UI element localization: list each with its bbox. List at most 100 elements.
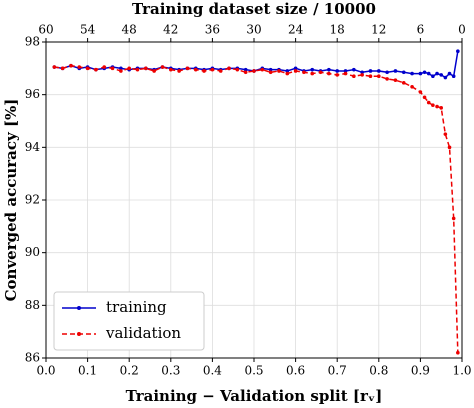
top-tick-label: 0 [458, 23, 466, 37]
x-tick-label: 0.4 [203, 364, 222, 378]
point [422, 70, 427, 75]
point [401, 70, 406, 75]
point [451, 216, 456, 221]
point [202, 69, 206, 73]
point [310, 67, 315, 72]
top-tick-label: 54 [80, 23, 96, 37]
legend-marker [77, 306, 81, 310]
y-tick-label: 92 [25, 193, 40, 207]
point [443, 132, 448, 136]
y-tick-label: 98 [25, 35, 40, 49]
point [393, 78, 398, 82]
point [447, 71, 452, 76]
point [385, 77, 389, 81]
point [368, 74, 373, 79]
point [227, 66, 231, 71]
x-tick-label: 0.6 [286, 364, 305, 378]
top-axis-label: Training dataset size / 10000 [132, 0, 376, 18]
legend-marker [77, 332, 81, 336]
point [69, 63, 73, 68]
point [135, 67, 140, 72]
point [235, 67, 240, 72]
point [327, 67, 331, 72]
point [360, 73, 364, 77]
top-tick-label: 42 [163, 23, 178, 37]
point [431, 74, 435, 79]
point [94, 67, 98, 72]
point [310, 71, 315, 76]
point [343, 71, 348, 76]
x-tick-label: 1.0 [452, 364, 471, 378]
x-tick-label: 0.1 [78, 364, 97, 378]
point [119, 69, 123, 73]
point [268, 70, 273, 75]
point [260, 67, 265, 72]
point [377, 69, 381, 73]
x-axis-label: Training − Validation split [rᵥ] [126, 387, 383, 405]
legend-label: validation [105, 324, 181, 342]
point [418, 71, 423, 76]
point [401, 81, 406, 85]
point [193, 67, 198, 72]
x-tick-label: 0.8 [369, 364, 388, 378]
legend-box [53, 291, 205, 351]
top-tick-label: 12 [371, 23, 386, 37]
point [393, 69, 398, 73]
x-tick-label: 0.5 [244, 364, 263, 378]
point [439, 73, 444, 77]
point [447, 145, 452, 150]
point [439, 106, 444, 110]
point [418, 90, 423, 94]
point [302, 70, 306, 75]
top-tick-label: 48 [122, 23, 137, 37]
point [144, 66, 148, 71]
y-tick-label: 90 [25, 245, 40, 259]
point [451, 74, 456, 79]
point [426, 71, 431, 76]
point [435, 71, 439, 76]
top-tick-label: 30 [246, 23, 261, 37]
plot-frame [45, 41, 463, 359]
y-axis-label: Converged accuracy [%] [2, 99, 20, 302]
point [160, 65, 165, 69]
point [177, 69, 181, 73]
point [335, 69, 340, 73]
y-tick-label: 96 [25, 87, 40, 101]
point [435, 104, 439, 109]
x-tick-label: 0.9 [411, 364, 430, 378]
point [410, 84, 414, 89]
top-tick-label: 6 [417, 23, 425, 37]
point [352, 67, 356, 72]
point [268, 67, 273, 72]
point [185, 66, 190, 71]
point [368, 69, 373, 73]
point [293, 66, 298, 71]
point [218, 69, 223, 73]
x-tick-label: 0.0 [36, 364, 55, 378]
x-tick-label: 0.2 [120, 364, 139, 378]
legend-label: training [106, 298, 167, 316]
point [52, 65, 57, 69]
y-tick-label: 94 [25, 140, 41, 154]
y-tick-label: 88 [25, 298, 40, 312]
point [110, 66, 115, 71]
y-tick-label: 86 [25, 351, 40, 365]
point [360, 70, 364, 75]
legend: training validation [53, 291, 205, 351]
x-tick-label: 0.7 [328, 364, 347, 378]
top-tick-label: 18 [330, 23, 345, 37]
point [422, 95, 427, 100]
point [318, 70, 323, 75]
point [127, 66, 131, 71]
point [210, 67, 215, 72]
point [352, 74, 356, 79]
point [102, 65, 107, 69]
point [77, 65, 82, 69]
point [243, 70, 248, 75]
point [152, 69, 156, 73]
point [431, 103, 435, 107]
point [60, 66, 65, 71]
point [243, 67, 248, 72]
top-tick-label: 60 [38, 23, 53, 37]
